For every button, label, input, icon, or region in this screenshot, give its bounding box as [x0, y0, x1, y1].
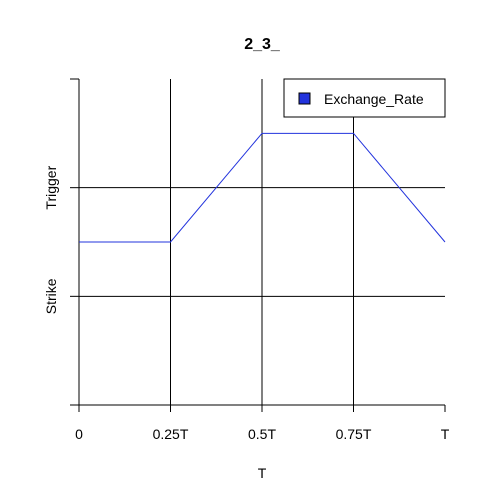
y-tick-label-1: Strike [43, 278, 59, 314]
y-axis-ticks: Strike Trigger [43, 78, 79, 406]
series-line-0 [79, 132, 446, 243]
legend-entry-label: Exchange_Rate [324, 91, 424, 107]
x-tick-label-4: T [441, 426, 450, 442]
legend: Exchange_Rate [283, 78, 446, 118]
y-tick-label-2: Trigger [43, 165, 59, 209]
x-tick-label-3: 0.75T [336, 426, 372, 442]
chart-title: 2_3_ [244, 36, 281, 53]
x-tick-label-1: 0.25T [153, 426, 189, 442]
x-axis-ticks: 0 0.25T 0.5T 0.75T T [75, 405, 450, 442]
series-group [79, 132, 446, 243]
x-axis-label: T [258, 465, 267, 481]
x-tick-label-2: 0.5T [248, 426, 276, 442]
x-tick-label-0: 0 [75, 426, 83, 442]
legend-box [283, 78, 446, 118]
legend-swatch [298, 92, 311, 105]
